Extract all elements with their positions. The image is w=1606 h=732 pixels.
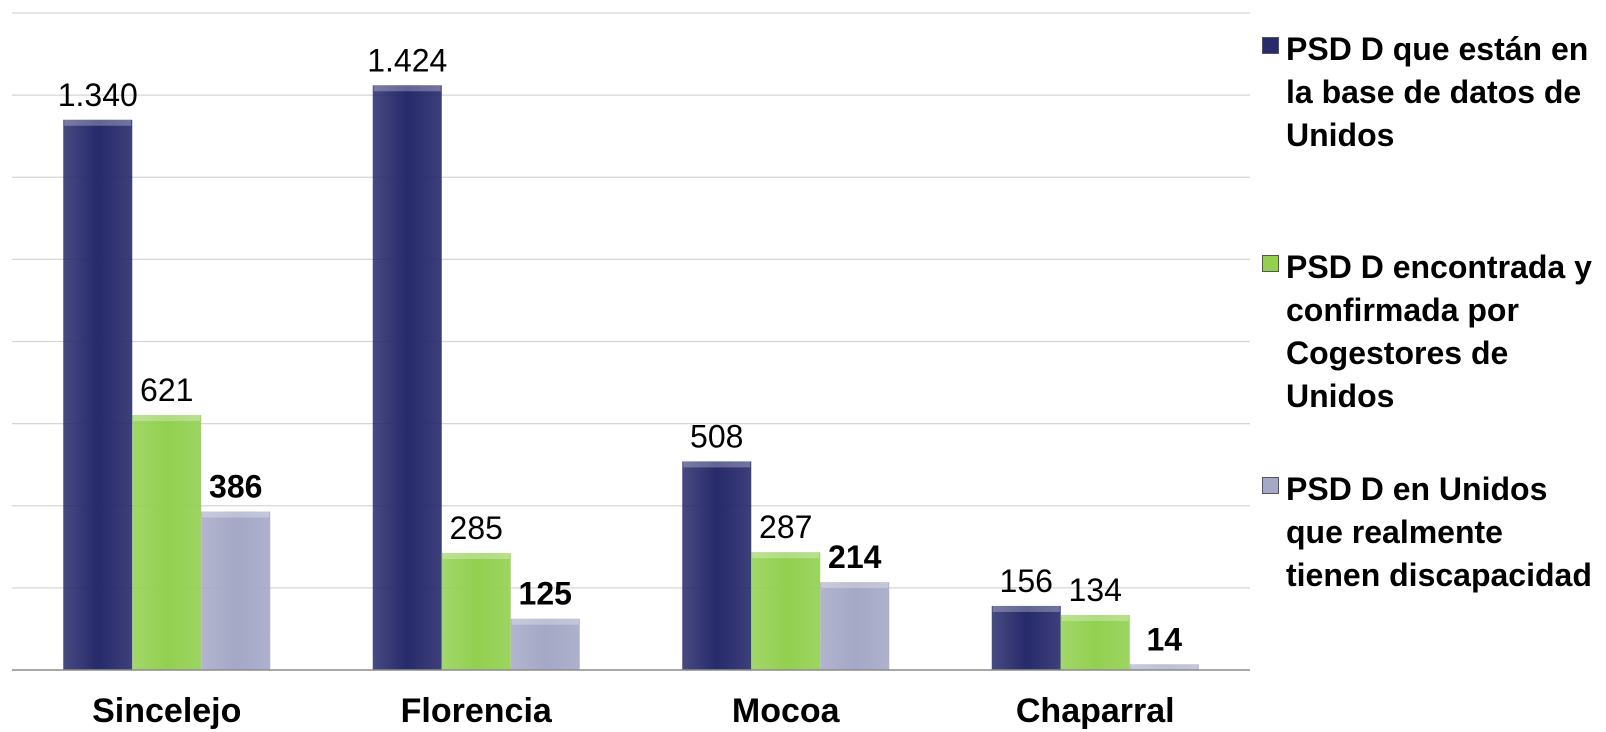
legend-swatch-series-1 — [1262, 37, 1279, 54]
category-label: Florencia — [401, 692, 553, 730]
data-label: 14 — [1146, 621, 1182, 657]
bars — [63, 85, 1199, 670]
category-label: Mocoa — [732, 692, 841, 730]
bar-highlight — [683, 461, 751, 468]
bar — [1060, 614, 1130, 670]
bar-highlight — [992, 605, 1060, 612]
data-label: 1.424 — [367, 42, 447, 78]
data-label: 214 — [828, 539, 882, 575]
legend-swatch-series-3 — [1262, 477, 1279, 494]
bar-highlight — [821, 582, 889, 589]
category-label: Chaparral — [1016, 692, 1175, 730]
legend-label-series-1: PSD D que están en la base de datos de U… — [1286, 31, 1589, 153]
data-label: 125 — [519, 576, 572, 612]
bar — [1129, 664, 1199, 670]
legend-label-series-2: PSD D encontrada y confirmada por Cogest… — [1286, 249, 1592, 414]
bar — [132, 415, 202, 670]
data-label: 156 — [1000, 563, 1053, 599]
bar — [751, 552, 821, 670]
bar — [991, 605, 1061, 670]
bar-highlight — [1061, 614, 1129, 621]
data-label: 386 — [209, 468, 262, 504]
data-labels: 1.340 621 386 1.424 285 125 508 287 214 156 134 14 — [58, 42, 1183, 657]
bar — [201, 511, 271, 670]
bar — [63, 119, 133, 670]
bar-highlight — [202, 511, 270, 518]
data-label: 134 — [1069, 572, 1122, 608]
gridlines — [12, 12, 1250, 589]
legend-label-series-3: PSD D en Unidos que realmente tienen dis… — [1286, 471, 1592, 593]
bar — [820, 582, 890, 670]
data-label: 621 — [140, 372, 193, 408]
category-labels: Sincelejo Florencia Mocoa Chaparral — [92, 692, 1175, 730]
bar-highlight — [442, 552, 510, 559]
data-label: 285 — [450, 510, 503, 546]
data-label: 287 — [759, 509, 812, 545]
bar-highlight — [373, 85, 441, 92]
bar-highlight — [752, 552, 820, 559]
data-label: 1.340 — [58, 77, 138, 113]
bar-highlight — [133, 415, 201, 422]
bar — [682, 461, 752, 670]
legend-swatch-series-2 — [1262, 255, 1279, 272]
bar — [372, 85, 442, 670]
bar — [510, 618, 580, 670]
bar-highlight — [511, 618, 579, 625]
bar-highlight — [1130, 664, 1198, 670]
category-label: Sincelejo — [92, 692, 241, 730]
bar — [441, 552, 511, 670]
bar-highlight — [64, 119, 132, 126]
data-label: 508 — [690, 418, 743, 454]
